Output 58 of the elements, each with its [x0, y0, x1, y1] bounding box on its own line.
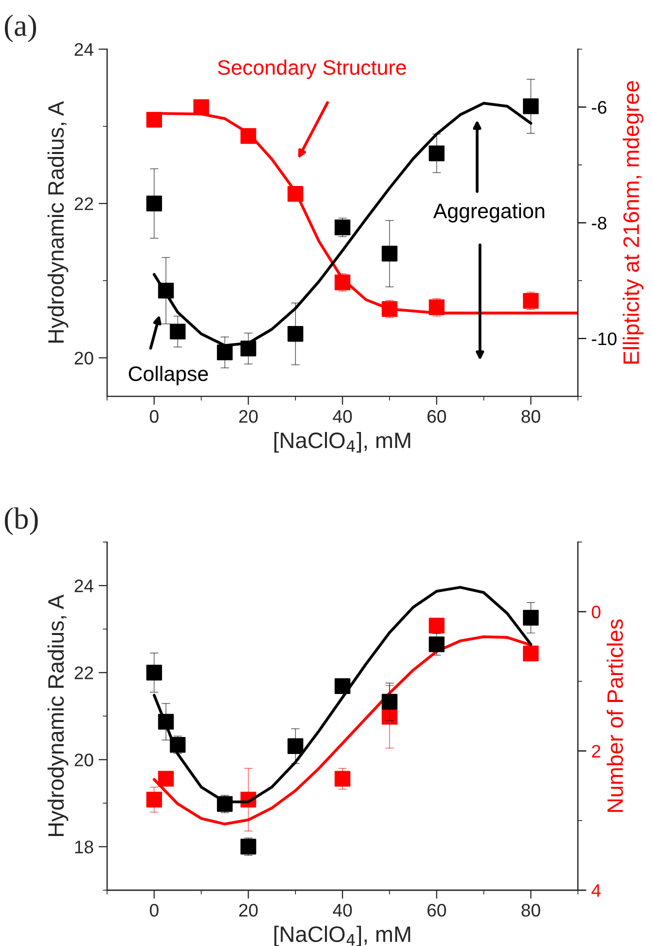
- x-tick-label: 0: [150, 904, 158, 917]
- chart-title: (b): [4, 507, 38, 536]
- y2-axis-title: Ellipticity at 216nm, mdegree: [622, 81, 644, 364]
- y-axis-title: Hydrodynamic Radius, A: [48, 101, 68, 343]
- x-axis-title: [NaClO$_{4}$], mM: [274, 432, 410, 453]
- point: [146, 664, 162, 680]
- point: [334, 678, 350, 694]
- point: [146, 112, 162, 128]
- point: [382, 708, 398, 725]
- x-tick-label: 60: [428, 410, 446, 423]
- annotation: Aggregation: [433, 203, 544, 222]
- point: [382, 246, 398, 262]
- point: [288, 738, 304, 754]
- y-tick-label: 24: [74, 43, 94, 56]
- point: [334, 220, 350, 236]
- y2-tick-label: -8: [592, 216, 606, 230]
- y-tick-label: 20: [74, 754, 94, 766]
- y-tick-label: 18: [75, 840, 94, 854]
- y-tick-label: 22: [74, 197, 93, 210]
- x-tick-label: 20: [239, 410, 258, 423]
- chart-title: (a): [4, 14, 36, 42]
- y2-tick-label: -6: [592, 100, 606, 114]
- point: [216, 344, 233, 360]
- point: [146, 196, 162, 212]
- x-tick-label: 80: [522, 410, 540, 423]
- x-tick-label: 20: [239, 904, 258, 917]
- point: [428, 145, 445, 162]
- y2-axis-title: Number of Particles: [606, 619, 624, 812]
- point: [158, 770, 174, 787]
- x-tick-label: 40: [332, 904, 352, 917]
- x-axis-title: [NaClO$_{4}$], mM: [274, 926, 410, 946]
- y-axis-title: Hydrodynamic Radius, A: [48, 594, 68, 836]
- x-tick-label: 60: [428, 904, 446, 917]
- annotation: Collapse: [128, 366, 208, 386]
- y2-tick-label: 0: [592, 606, 600, 618]
- point: [193, 99, 210, 115]
- point: [522, 98, 539, 114]
- point: [428, 636, 445, 652]
- annotation: Secondary Structure: [218, 60, 406, 79]
- y-tick-label: 24: [74, 580, 94, 592]
- y2-tick-label: -10: [592, 332, 616, 346]
- x-tick-label: 80: [522, 904, 540, 917]
- y2-tick-label: 4: [592, 884, 601, 897]
- y-tick-label: 20: [74, 352, 94, 365]
- point: [240, 838, 256, 855]
- point: [382, 694, 398, 710]
- point: [288, 326, 304, 342]
- y2-tick-label: 2: [592, 744, 600, 758]
- point: [522, 646, 539, 662]
- point: [522, 293, 539, 309]
- point: [170, 324, 186, 340]
- point: [334, 770, 350, 787]
- point: [522, 610, 539, 626]
- x-tick-label: 0: [150, 410, 158, 423]
- x-tick-label: 40: [332, 410, 352, 423]
- point: [428, 618, 445, 634]
- y-tick-label: 22: [74, 666, 93, 680]
- point: [146, 792, 162, 808]
